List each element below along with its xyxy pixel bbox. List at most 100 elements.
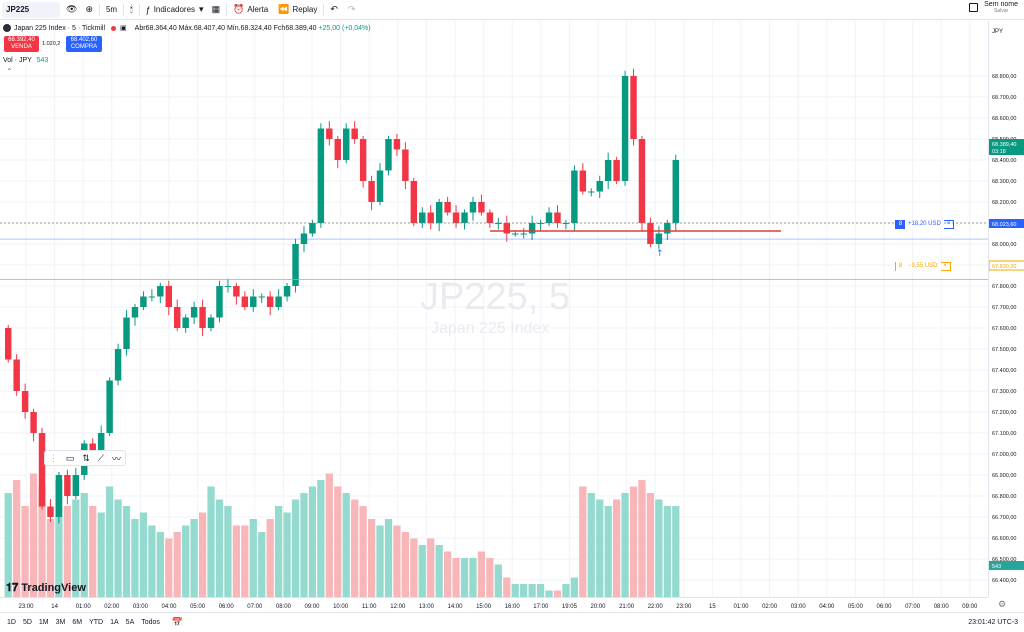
candle-body (537, 223, 544, 224)
rectangle-tool-icon[interactable]: ▭ (65, 452, 75, 463)
add-symbol-icon[interactable]: ⊕ (85, 4, 93, 14)
range-all[interactable]: Todos (141, 619, 160, 626)
alert-button[interactable]: Alerta (247, 5, 269, 14)
range-1d[interactable]: 1D (7, 619, 16, 626)
redo-icon[interactable]: ↷ (347, 4, 356, 14)
time-axis-scale[interactable]: 23:00 14 01:00 02:00 03:00 04:00 05:00 06:00 07:… (0, 598, 988, 613)
volume-bar (291, 499, 300, 597)
collapse-legend-icon[interactable]: ⌃ (6, 67, 13, 76)
volume-bar (63, 506, 71, 597)
time-tick-label: 15 (709, 604, 716, 610)
price-chart[interactable]: ↑ (0, 21, 988, 597)
order-price-badge (989, 219, 1024, 228)
buy-button[interactable]: 68.402,60 COMPRA (66, 36, 102, 52)
range-6m[interactable]: 6M (72, 619, 83, 626)
volume-bar (258, 532, 266, 597)
eye-icon[interactable]: 👁 (66, 4, 78, 14)
close-icon[interactable]: × (943, 263, 947, 269)
candle-body (207, 317, 215, 328)
candle-body (140, 296, 147, 307)
chevron-down-icon[interactable]: ▾ (199, 4, 204, 14)
volume-bar (384, 519, 393, 597)
clock[interactable]: 23:01:42 UTC-3 (968, 619, 1018, 626)
volume-bar (114, 499, 122, 597)
volume-bar (334, 486, 342, 597)
divider (123, 3, 125, 16)
replay-button[interactable]: Replay (292, 5, 318, 14)
drag-handle-icon[interactable]: ⋮ (48, 452, 58, 463)
long-position-tool-icon[interactable]: ⇅ (82, 452, 90, 463)
buy-label: COMPRA (70, 44, 98, 50)
time-tick-label: 14 (51, 604, 58, 610)
volume-bar (427, 538, 435, 597)
layout-save-status: Salvar (993, 8, 1009, 14)
volume-bar (190, 519, 198, 597)
close-icon[interactable]: × (946, 221, 951, 227)
price-axis[interactable]: JPY68.800,0068.700,0068.600,0068.500,006… (988, 21, 1024, 597)
time-tick-label: 09:00 (304, 604, 320, 610)
order-tag-2[interactable]: 8 −9,55 USD × (895, 262, 951, 271)
range-5d[interactable]: 5D (22, 619, 32, 626)
indicators-button[interactable]: Indicadores (153, 5, 196, 14)
alert-icon[interactable]: ⏰ (233, 4, 245, 14)
volume-bar (38, 486, 46, 597)
divider (138, 3, 140, 16)
price-tick-label: 67.000,00 (992, 452, 1016, 458)
path-tool-icon[interactable]: 〰 (112, 453, 122, 464)
legend-ohlc: Abr68.364,40 Máx.68.407,40 Mín.68.324,40… (135, 25, 371, 32)
bottom-bar: 1D 5D 1M 3M 6M YTD 1A 5A Todos 📅 23:01:4… (0, 612, 1024, 632)
volume-bar (359, 506, 367, 597)
volume-legend: Vol · JPY 543 (3, 57, 48, 64)
legend-change: +25,00 (+0,04%) (318, 24, 371, 32)
range-1a[interactable]: 1A (110, 619, 119, 626)
undo-icon[interactable]: ↶ (330, 4, 338, 14)
order-tag-1[interactable]: 8 +18,20 USD × (895, 220, 954, 229)
volume-bar (452, 558, 460, 597)
candle-body (326, 128, 333, 139)
sell-price: 68.392,40 (8, 37, 35, 43)
chart-area[interactable]: ↑ (0, 21, 988, 597)
volume-bar (4, 493, 12, 597)
range-ytd[interactable]: YTD (89, 619, 104, 626)
legend-title[interactable]: Japan 225 Index · 5 · Tickmill (14, 24, 106, 32)
interval-button[interactable]: 5m (105, 5, 118, 14)
candle-body (444, 202, 451, 213)
candle-body (123, 317, 130, 349)
candle-body (385, 139, 392, 171)
volume-bar (646, 493, 655, 597)
candle-body (368, 181, 375, 202)
range-3m[interactable]: 3M (55, 619, 66, 626)
layout-menu[interactable]: Sem nome Salvar (969, 1, 1018, 14)
time-axis[interactable]: 23:00 14 01:00 02:00 03:00 04:00 05:00 06:00 07:… (0, 597, 988, 612)
volume-bar (604, 506, 612, 597)
trendline-tool-icon[interactable]: ⟋ (97, 452, 105, 463)
candle-type-icon[interactable]: 🕯 (130, 4, 133, 14)
candle-body (495, 223, 502, 224)
templates-icon[interactable]: ▦ (211, 4, 221, 14)
volume-bar (486, 558, 494, 597)
price-axis-scale[interactable]: JPY68.800,0068.700,0068.600,0068.500,006… (988, 21, 1024, 597)
candle-body (97, 433, 105, 454)
range-5a[interactable]: 5A (125, 619, 135, 626)
volume-bar (215, 499, 224, 597)
divider (98, 3, 100, 16)
tradingview-logo[interactable]: 𝟏𝟕 TradingView (6, 582, 86, 595)
range-1m[interactable]: 1M (38, 619, 49, 626)
volume-bar (72, 499, 80, 597)
top-toolbar: JP225 👁 ⊕ 5m 🕯 ƒ Indicadores ▾ ▦ ⏰ Alert… (0, 0, 1024, 20)
volume-bar (55, 480, 63, 597)
axis-settings-icon[interactable]: ⚙ (998, 599, 1007, 609)
date-range-icon[interactable]: 📅 (171, 617, 184, 627)
sell-button[interactable]: 68.392,40 VENDA (4, 36, 39, 52)
indicators-icon[interactable]: ƒ (145, 4, 151, 15)
price-tick-label: 67.800,00 (992, 284, 1016, 290)
volume-bar (308, 486, 317, 597)
candle-body (503, 223, 510, 234)
candle-body (486, 212, 494, 223)
symbol-search[interactable]: JP225 (2, 1, 60, 18)
volume-bar (139, 512, 148, 597)
volume-label: Vol · JPY (3, 57, 32, 64)
time-tick-label: 19:05 (562, 604, 578, 610)
price-tick-label: 67.100,00 (992, 431, 1016, 437)
replay-icon[interactable]: ⏪ (278, 4, 290, 14)
